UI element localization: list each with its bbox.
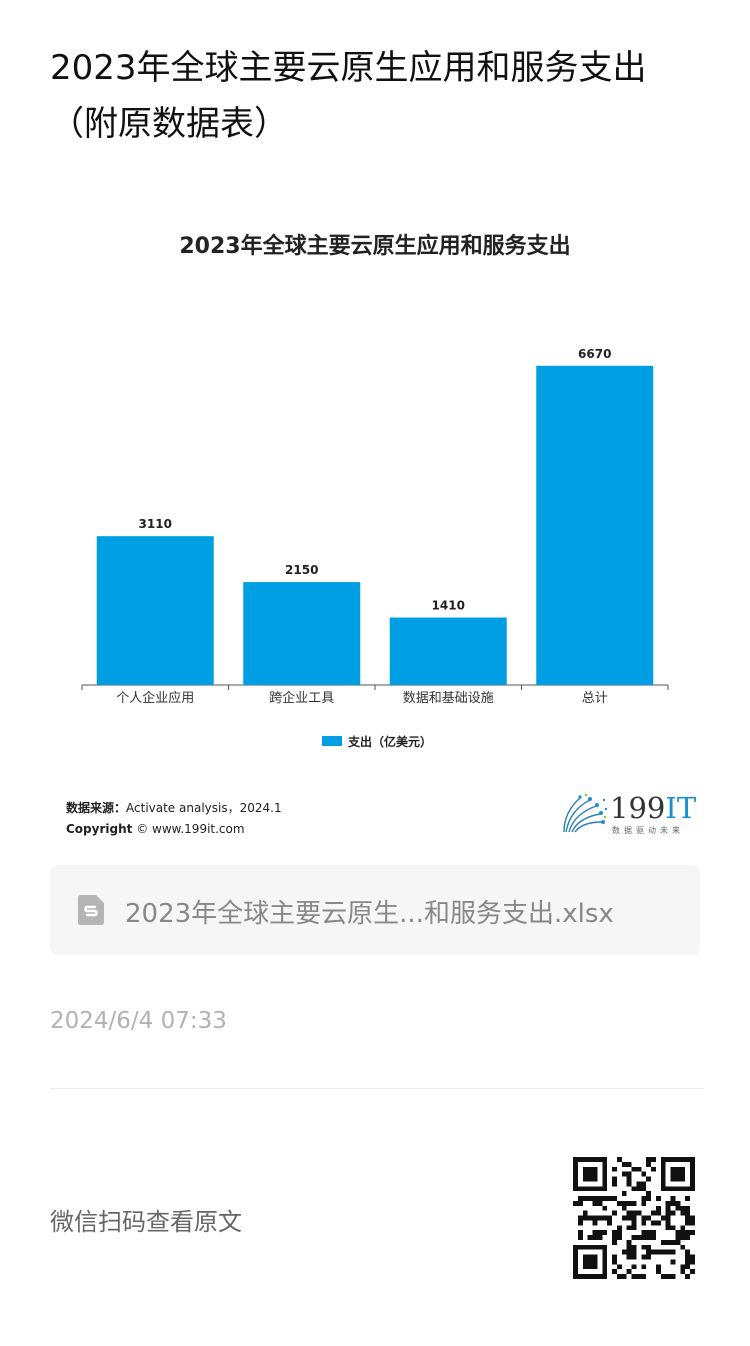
- legend-label: 支出（亿美元）: [347, 734, 432, 749]
- data-label-4: 6670: [578, 347, 611, 361]
- bar-2: [243, 582, 361, 685]
- copyright-label: Copyright: [66, 822, 133, 836]
- source-text: Activate analysis，2024.1: [126, 801, 282, 815]
- logo-suffix: IT: [665, 791, 697, 825]
- chart-figure: 2023年全球主要云原生应用和服务支出 3110 个人企业应用 2150 跨企业工具 1…: [50, 210, 700, 850]
- chart-title: 2023年全球主要云原生应用和服务支出: [179, 234, 571, 259]
- category-label-4: 总计: [582, 691, 608, 706]
- data-label-1: 3110: [139, 517, 172, 531]
- qr-code-icon[interactable]: [573, 1157, 695, 1279]
- bar-3: [389, 617, 507, 685]
- data-label-2: 2150: [285, 563, 318, 577]
- category-label-1: 个人企业应用: [116, 690, 194, 706]
- attachment-card[interactable]: 2023年全球主要云原生...和服务支出.xlsx: [50, 865, 700, 955]
- copyright-text: © www.199it.com: [136, 822, 245, 836]
- spreadsheet-file-icon: [78, 895, 104, 925]
- site-logo: 199IT 数据驱动未来: [560, 791, 696, 838]
- logo-mark-icon: [563, 793, 608, 833]
- post-date: 2024/6/4 07:33: [50, 1008, 227, 1034]
- bar-1: [96, 536, 214, 685]
- bar-chart: 3110 个人企业应用 2150 跨企业工具 1410 数据和基础设施 6670 总计支出（亿…: [81, 347, 669, 749]
- logo-number: 199: [610, 791, 666, 825]
- legend-swatch: [322, 736, 342, 746]
- data-label-3: 1410: [432, 599, 465, 613]
- source-label: 数据来源：: [66, 801, 127, 815]
- attachment-file-name: 2023年全球主要云原生...和服务支出.xlsx: [125, 899, 614, 929]
- logo-tagline: 数据驱动未来: [612, 826, 684, 835]
- article-title: 2023年全球主要云原生应用和服务支出（附原数据表）: [50, 48, 647, 144]
- source-block: 数据来源：Activate analysis，2024.1 Copyright …: [66, 798, 282, 840]
- category-label-2: 跨企业工具: [269, 690, 334, 706]
- bar-4: [536, 365, 654, 685]
- category-label-3: 数据和基础设施: [403, 691, 494, 706]
- qr-prompt: 微信扫码查看原文: [50, 1208, 242, 1236]
- divider: [50, 1088, 704, 1089]
